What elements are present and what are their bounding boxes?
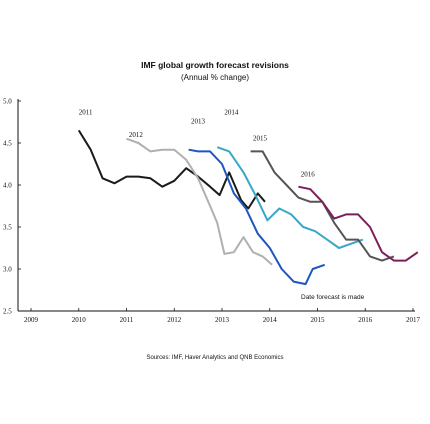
chart-subtitle: (Annual % change)	[180, 73, 250, 82]
x-tick-label: 2016	[358, 316, 373, 324]
y-tick-label: 2.5	[3, 308, 12, 316]
x-tick-label: 2009	[24, 316, 39, 324]
y-axis: 5.0 4.5 4.0 3.5 3.0 2.5	[3, 98, 21, 316]
x-tick-label: 2014	[263, 316, 278, 324]
series-label-2012: 2012	[129, 131, 144, 139]
forecast-date-note: Date forecast is made	[301, 294, 365, 301]
x-tick-label: 2011	[120, 316, 134, 324]
series-line-2012	[126, 137, 273, 266]
y-tick-label: 3.0	[3, 266, 12, 274]
y-tick-label: 5.0	[3, 98, 12, 106]
series-line-2013	[188, 148, 326, 286]
source-note: Sources: IMF, Haver Analytics and QNB Ec…	[146, 355, 284, 361]
x-tick-label: 2017	[406, 316, 421, 324]
series-labels: 2011 2012 2013 2014 2015 2016	[79, 108, 316, 178]
x-tick-label: 2013	[215, 316, 230, 324]
y-tick-label: 4.5	[3, 140, 12, 148]
series-line-2016	[298, 185, 419, 262]
series-line-2011	[77, 129, 266, 210]
x-tick-label: 2012	[167, 316, 182, 324]
y-tick-label: 4.0	[3, 182, 12, 190]
x-tick-label: 2015	[311, 316, 326, 324]
series-line-2015	[250, 150, 395, 262]
series-label-2016: 2016	[301, 171, 316, 179]
series-label-2011: 2011	[79, 108, 93, 116]
series-label-2014: 2014	[224, 108, 239, 116]
series-line-2014	[216, 146, 364, 249]
series-label-2013: 2013	[191, 118, 206, 126]
series-group	[77, 129, 419, 286]
x-axis: 2009 2010 2011 2012 2013 2014 2015 2016 2017	[18, 308, 421, 324]
series-label-2015: 2015	[253, 134, 268, 142]
y-tick-label: 3.5	[3, 224, 12, 232]
x-tick-label: 2010	[72, 316, 87, 324]
chart-title: IMF global growth forecast revisions	[141, 60, 289, 70]
